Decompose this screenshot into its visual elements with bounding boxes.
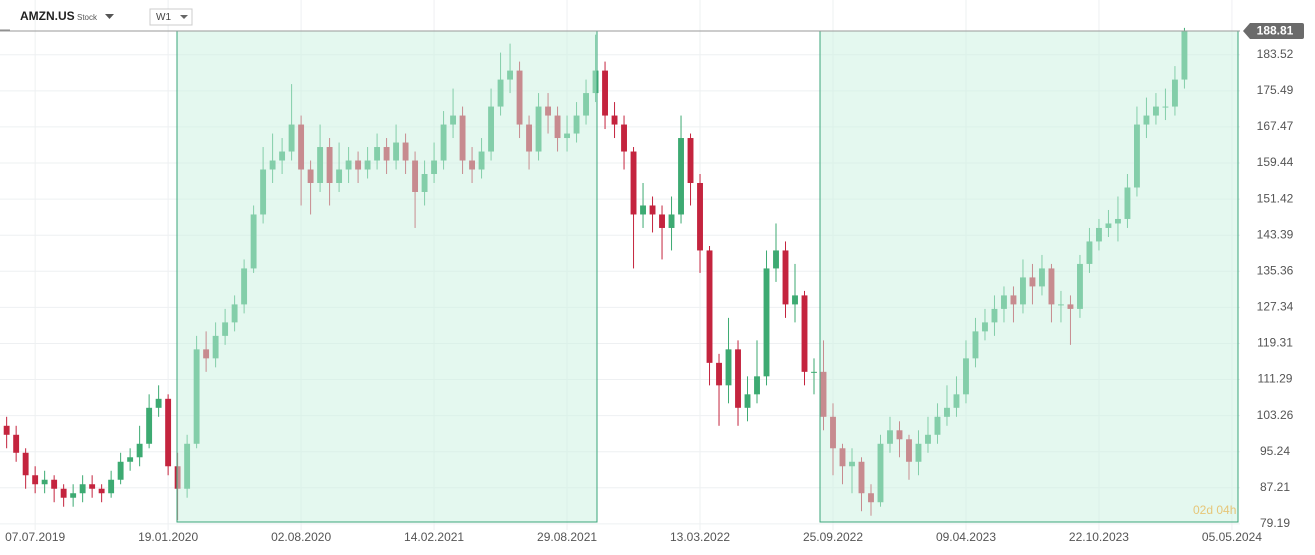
candle-body — [640, 205, 646, 215]
x-tick-label: 05.05.2024 — [1202, 530, 1262, 544]
candle-body — [117, 461, 124, 480]
interval-dropdown — [180, 15, 188, 19]
x-tick-label: 25.09.2022 — [803, 530, 863, 544]
candle-body — [792, 295, 798, 305]
candle-body — [108, 479, 115, 494]
y-tick-label: 119.31 — [1257, 336, 1293, 350]
y-tick-label: 95.24 — [1260, 444, 1290, 458]
candle-body — [155, 398, 162, 408]
x-tick-label: 29.08.2021 — [537, 530, 597, 544]
y-tick-label: 79.19 — [1260, 516, 1290, 530]
candle-body — [127, 457, 134, 462]
candle-body — [89, 484, 96, 489]
candle-body — [744, 394, 751, 408]
highlight-zone — [176, 30, 598, 523]
interval[interactable]: W1 — [156, 12, 171, 23]
candle-body — [60, 488, 67, 498]
candle-body — [725, 349, 732, 386]
x-tick-label: 22.10.2023 — [1069, 530, 1129, 544]
y-tick-label: 111.29 — [1258, 372, 1293, 386]
candle-body — [811, 371, 817, 373]
candle-body — [735, 349, 741, 408]
candle-body — [754, 376, 760, 395]
y-tick-label: 151.42 — [1257, 191, 1294, 205]
y-tick-label: 183.52 — [1257, 47, 1294, 61]
x-tick-label: 09.04.2023 — [936, 530, 996, 544]
candle-body — [773, 250, 779, 269]
axes: 79.19 87.21 95.24 103.26 111.29 119.31 127.34 1… — [0, 22, 1304, 544]
candle-body — [22, 452, 29, 476]
x-tick-label: 14.02.2021 — [404, 530, 464, 544]
candle-body — [136, 443, 143, 458]
candle-body — [602, 70, 608, 116]
candle-body — [763, 268, 770, 377]
y-tick-label: 127.34 — [1257, 300, 1294, 314]
symbol-dropdown[interactable] — [105, 14, 114, 19]
last-price-tag — [1243, 22, 1304, 39]
candle-body — [687, 138, 694, 183]
candle-body — [98, 488, 105, 494]
x-tick-label: 13.03.2022 — [670, 530, 730, 544]
instrument-kind: Stock — [77, 13, 98, 22]
last-price-label: 188.81 — [1257, 24, 1294, 38]
y-tick-label: 175.49 — [1257, 83, 1294, 97]
candle-body — [659, 214, 665, 228]
symbol[interactable]: AMZN.US — [20, 9, 75, 23]
candle-body — [41, 479, 48, 485]
x-tick-label: 07.07.2019 — [5, 530, 65, 544]
candle-body — [649, 205, 656, 215]
y-tick-label: 103.26 — [1257, 408, 1294, 422]
candle-body — [697, 182, 703, 251]
y-tick-label: 87.21 — [1260, 480, 1290, 494]
candle-body — [13, 434, 20, 453]
candle-body — [668, 214, 675, 228]
y-tick-label: 143.39 — [1257, 227, 1294, 241]
y-tick-label: 167.47 — [1257, 119, 1294, 133]
y-tick-label: 159.44 — [1257, 155, 1294, 169]
interval-select[interactable] — [149, 8, 193, 26]
x-tick-label: 19.01.2020 — [138, 530, 198, 544]
candle-body — [70, 493, 77, 498]
x-tick-label: 02.08.2020 — [271, 530, 331, 544]
highlight-zone — [819, 30, 1239, 523]
candle-body — [706, 250, 713, 363]
y-tick-label: 135.36 — [1257, 263, 1294, 277]
candle-timer: 02d 04h — [1193, 503, 1236, 517]
candle-body — [782, 250, 789, 305]
candle-body — [79, 484, 86, 494]
candle-body — [165, 398, 172, 467]
candle-body — [611, 115, 618, 125]
candle-body — [801, 295, 808, 372]
candle-body — [146, 407, 153, 444]
candle-body — [678, 138, 684, 215]
candle-body — [630, 151, 637, 215]
candle-body — [3, 425, 10, 435]
candle-body — [51, 479, 58, 489]
candle-body — [32, 475, 39, 485]
candle-body — [716, 362, 722, 386]
candle-body — [621, 124, 627, 152]
